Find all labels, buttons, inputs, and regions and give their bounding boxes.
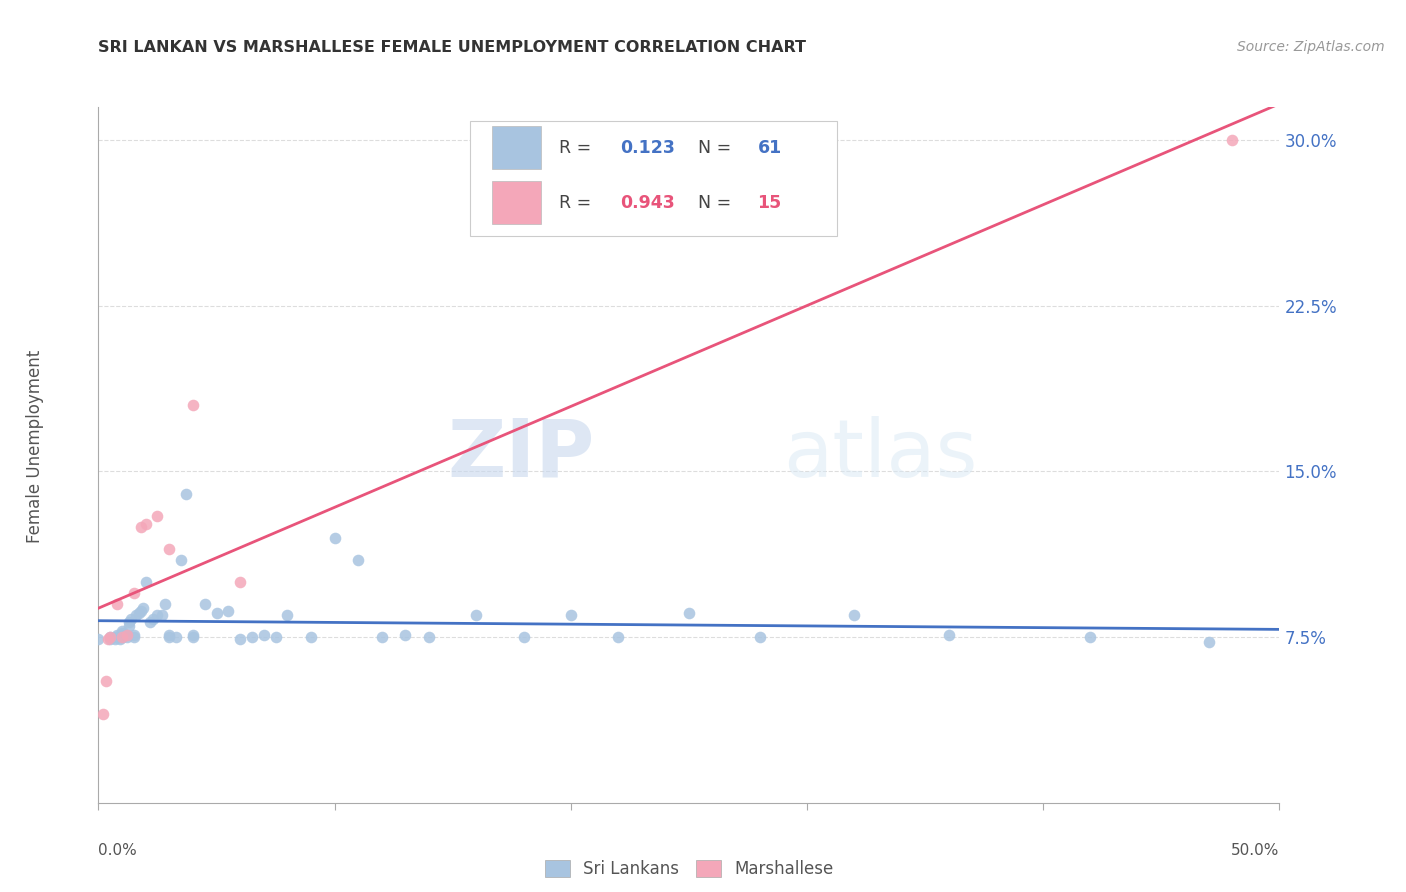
Point bbox=[347, 553, 370, 567]
FancyBboxPatch shape bbox=[492, 181, 541, 224]
Point bbox=[678, 606, 700, 620]
Text: 50.0%: 50.0% bbox=[1232, 843, 1279, 858]
Text: N =: N = bbox=[699, 138, 737, 157]
Text: R =: R = bbox=[560, 194, 596, 211]
Text: 0.0%: 0.0% bbox=[98, 843, 138, 858]
Point bbox=[157, 630, 180, 644]
Point bbox=[118, 619, 141, 633]
Point bbox=[122, 630, 145, 644]
Point bbox=[264, 630, 287, 644]
Point bbox=[146, 608, 169, 623]
Point bbox=[229, 574, 252, 589]
Point bbox=[129, 519, 152, 533]
Point bbox=[98, 632, 121, 647]
Point bbox=[129, 604, 152, 618]
Point bbox=[142, 612, 165, 626]
Text: Female Unemployment: Female Unemployment bbox=[27, 350, 44, 542]
Point bbox=[122, 628, 145, 642]
Point bbox=[105, 628, 128, 642]
Point bbox=[146, 508, 169, 523]
Legend: Sri Lankans, Marshallese: Sri Lankans, Marshallese bbox=[538, 854, 839, 885]
Point bbox=[194, 597, 217, 611]
Point bbox=[1220, 133, 1243, 147]
Point bbox=[465, 608, 488, 623]
Point bbox=[157, 628, 180, 642]
Point bbox=[229, 632, 252, 647]
Point bbox=[98, 630, 121, 644]
Point bbox=[115, 630, 138, 644]
Point bbox=[121, 612, 143, 626]
Point bbox=[938, 628, 960, 642]
Point bbox=[91, 707, 114, 722]
Point bbox=[165, 630, 187, 644]
Point bbox=[111, 624, 134, 638]
Point bbox=[105, 630, 128, 644]
Point bbox=[115, 628, 138, 642]
Point bbox=[240, 630, 263, 644]
Point bbox=[94, 674, 117, 689]
Point bbox=[323, 531, 346, 545]
Point bbox=[157, 541, 180, 556]
Point bbox=[122, 586, 145, 600]
Point bbox=[125, 608, 148, 623]
Text: N =: N = bbox=[699, 194, 737, 211]
Point bbox=[97, 632, 120, 647]
Point bbox=[104, 632, 127, 647]
Point bbox=[104, 630, 127, 644]
Text: R =: R = bbox=[560, 138, 596, 157]
Point bbox=[150, 608, 173, 623]
Point bbox=[132, 601, 155, 615]
Point bbox=[139, 615, 162, 629]
Text: ZIP: ZIP bbox=[447, 416, 595, 494]
Point bbox=[174, 486, 197, 500]
Text: Source: ZipAtlas.com: Source: ZipAtlas.com bbox=[1237, 40, 1385, 54]
Point bbox=[748, 630, 770, 644]
Point bbox=[181, 628, 204, 642]
FancyBboxPatch shape bbox=[492, 126, 541, 169]
Point bbox=[276, 608, 298, 623]
Point bbox=[170, 553, 193, 567]
Point bbox=[844, 608, 866, 623]
Text: atlas: atlas bbox=[783, 416, 977, 494]
Point bbox=[111, 628, 134, 642]
Point bbox=[299, 630, 322, 644]
Text: 0.943: 0.943 bbox=[620, 194, 675, 211]
Text: 0.123: 0.123 bbox=[620, 138, 675, 157]
Point bbox=[217, 604, 239, 618]
Point bbox=[115, 628, 138, 642]
Point bbox=[111, 630, 134, 644]
Point bbox=[118, 615, 141, 629]
Point bbox=[181, 398, 204, 412]
Point bbox=[135, 517, 157, 532]
Point bbox=[418, 630, 440, 644]
Point bbox=[87, 632, 110, 647]
Point bbox=[111, 625, 134, 640]
Point bbox=[108, 630, 131, 644]
Point bbox=[560, 608, 582, 623]
Point bbox=[1080, 630, 1102, 644]
Point bbox=[128, 606, 150, 620]
Point bbox=[512, 630, 534, 644]
Point bbox=[135, 574, 157, 589]
Point bbox=[105, 597, 128, 611]
Point bbox=[111, 630, 134, 644]
Point bbox=[108, 632, 131, 647]
Point bbox=[181, 630, 204, 644]
Point bbox=[607, 630, 630, 644]
Point bbox=[205, 606, 228, 620]
Point bbox=[153, 597, 176, 611]
Point bbox=[98, 630, 121, 644]
Point bbox=[394, 628, 416, 642]
Point bbox=[1198, 634, 1220, 648]
Text: SRI LANKAN VS MARSHALLESE FEMALE UNEMPLOYMENT CORRELATION CHART: SRI LANKAN VS MARSHALLESE FEMALE UNEMPLO… bbox=[98, 40, 807, 55]
Point bbox=[253, 628, 276, 642]
FancyBboxPatch shape bbox=[471, 121, 837, 235]
Text: 61: 61 bbox=[758, 138, 782, 157]
Point bbox=[371, 630, 394, 644]
Text: 15: 15 bbox=[758, 194, 782, 211]
